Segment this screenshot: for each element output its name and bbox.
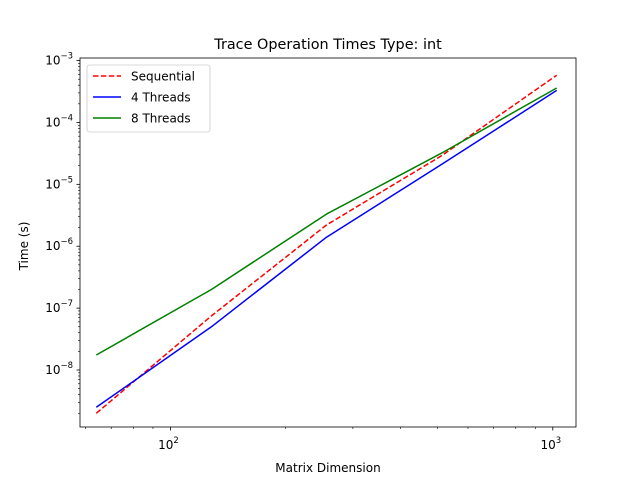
y-tick-label: 10−7 (45, 299, 73, 315)
y-tick-label: 10−4 (45, 113, 73, 129)
x-tick-label: 102 (158, 436, 179, 452)
series-line-4-threads (95, 89, 558, 408)
legend-label: 4 Threads (131, 91, 191, 105)
y-tick-label: 10−5 (45, 175, 73, 191)
legend: Sequential 4 Threads 8 Threads (86, 64, 211, 133)
series-line-sequential (95, 74, 558, 414)
y-tick-label: 10−3 (45, 52, 73, 68)
legend-label: 8 Threads (131, 112, 191, 126)
axis-ticks: 102 103 10−8 10−7 10−6 10−5 10−4 10−3 (45, 52, 561, 452)
chart-title: Trace Operation Times Type: int (213, 37, 442, 53)
legend-label: Sequential (131, 70, 195, 84)
y-tick-label: 10−6 (45, 237, 73, 253)
x-axis-label: Matrix Dimension (275, 461, 380, 475)
plot-frame (79, 57, 577, 428)
y-axis-label: Time (s) (17, 222, 31, 272)
legend-box (86, 64, 211, 133)
x-tick-label: 103 (540, 436, 561, 452)
plot-series (95, 74, 558, 414)
y-tick-label: 10−8 (45, 361, 73, 377)
series-line-8-threads (95, 87, 558, 356)
